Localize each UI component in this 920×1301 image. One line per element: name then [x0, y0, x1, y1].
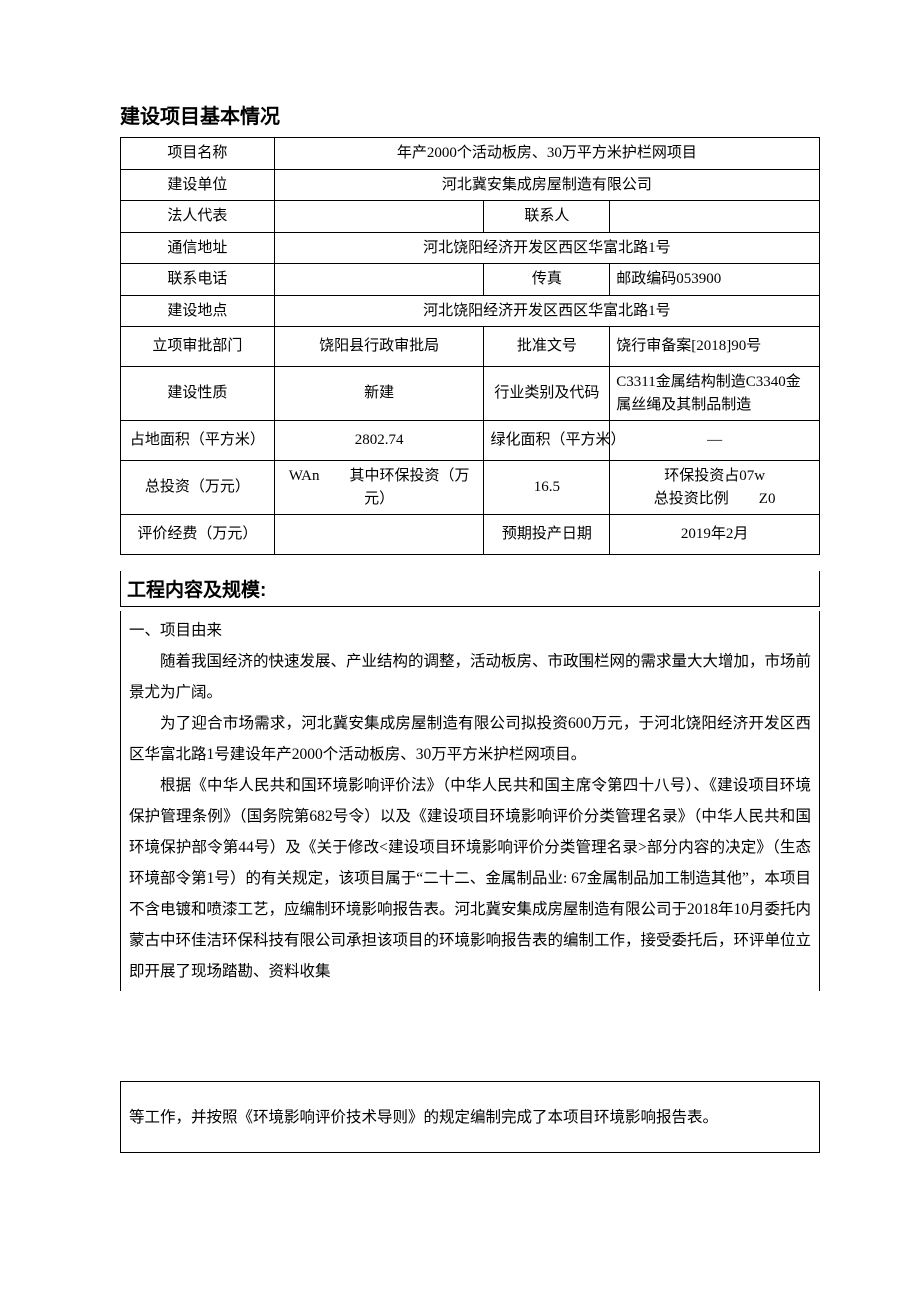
cell-build-unit: 河北冀安集成房屋制造有限公司 [274, 169, 819, 201]
label-expect-date: 预期投产日期 [484, 515, 610, 555]
label-green-area: 绿化面积（平方米） [484, 421, 610, 461]
label-address: 通信地址 [121, 232, 275, 264]
cell-contact [610, 201, 820, 233]
label-industry: 行业类别及代码 [484, 367, 610, 421]
label-eval-fee: 评价经费（万元） [121, 515, 275, 555]
basic-info-table: 项目名称 年产2000个活动板房、30万平方米护栏网项目 建设单位 河北冀安集成… [120, 137, 820, 555]
body-p4: 等工作，并按照《环境影响评价技术导则》的规定编制完成了本项目环境影响报告表。 [129, 1102, 811, 1133]
label-contact: 联系人 [484, 201, 610, 233]
label-phone: 联系电话 [121, 264, 275, 296]
label-doc-no: 批准文号 [484, 327, 610, 367]
label-build-loc: 建设地点 [121, 295, 275, 327]
body-p2: 为了迎合市场需求，河北冀安集成房屋制造有限公司拟投资600万元，于河北饶阳经济开… [129, 708, 811, 770]
cell-land-area: 2802.74 [274, 421, 484, 461]
cell-legal-rep [274, 201, 484, 233]
val-postcode: 053900 [676, 271, 721, 287]
sub-title: 工程内容及规模: [120, 571, 820, 607]
body-text: 一、项目由来 随着我国经济的快速发展、产业结构的调整，活动板房、市政围栏网的需求… [120, 611, 820, 991]
cell-phone [274, 264, 484, 296]
cell-expect-date: 2019年2月 [610, 515, 820, 555]
body-p3: 根据《中华人民共和国环境影响评价法》（中华人民共和国主席令第四十八号）、《建设项… [129, 770, 811, 987]
cell-industry: C3311金属结构制造C3340金属丝绳及其制品制造 [610, 367, 820, 421]
cell-ratio: 环保投资占07w 总投资比例 Z0 [610, 461, 820, 515]
label-postcode: 邮政编码 [616, 271, 676, 287]
cell-env-invest-label: WAn 其中环保投资（万元） [274, 461, 484, 515]
cell-project-name: 年产2000个活动板房、30万平方米护栏网项目 [274, 138, 819, 170]
cell-build-loc: 河北饶阳经济开发区西区华富北路1号 [274, 295, 819, 327]
cell-eval-fee [274, 515, 484, 555]
cell-env-invest-value: 16.5 [484, 461, 610, 515]
label-build-nature: 建设性质 [121, 367, 275, 421]
cell-approval-dept: 饶阳县行政审批局 [274, 327, 484, 367]
cell-green-area: — [610, 421, 820, 461]
label-approval-dept: 立项审批部门 [121, 327, 275, 367]
label-legal-rep: 法人代表 [121, 201, 275, 233]
label-fax: 传真 [484, 264, 610, 296]
body-p1: 随着我国经济的快速发展、产业结构的调整，活动板房、市政围栏网的需求量大大增加，市… [129, 646, 811, 708]
label-land-area: 占地面积（平方米） [121, 421, 275, 461]
section-title: 建设项目基本情况 [120, 100, 820, 129]
body-h1: 一、项目由来 [129, 615, 811, 646]
cell-address: 河北饶阳经济开发区西区华富北路1号 [274, 232, 819, 264]
cell-doc-no: 饶行审备案[2018]90号 [610, 327, 820, 367]
body-text-continued: 等工作，并按照《环境影响评价技术导则》的规定编制完成了本项目环境影响报告表。 [120, 1081, 820, 1153]
label-invest: 总投资（万元） [121, 461, 275, 515]
cell-build-nature: 新建 [274, 367, 484, 421]
label-build-unit: 建设单位 [121, 169, 275, 201]
cell-postcode: 邮政编码053900 [610, 264, 820, 296]
label-project-name: 项目名称 [121, 138, 275, 170]
